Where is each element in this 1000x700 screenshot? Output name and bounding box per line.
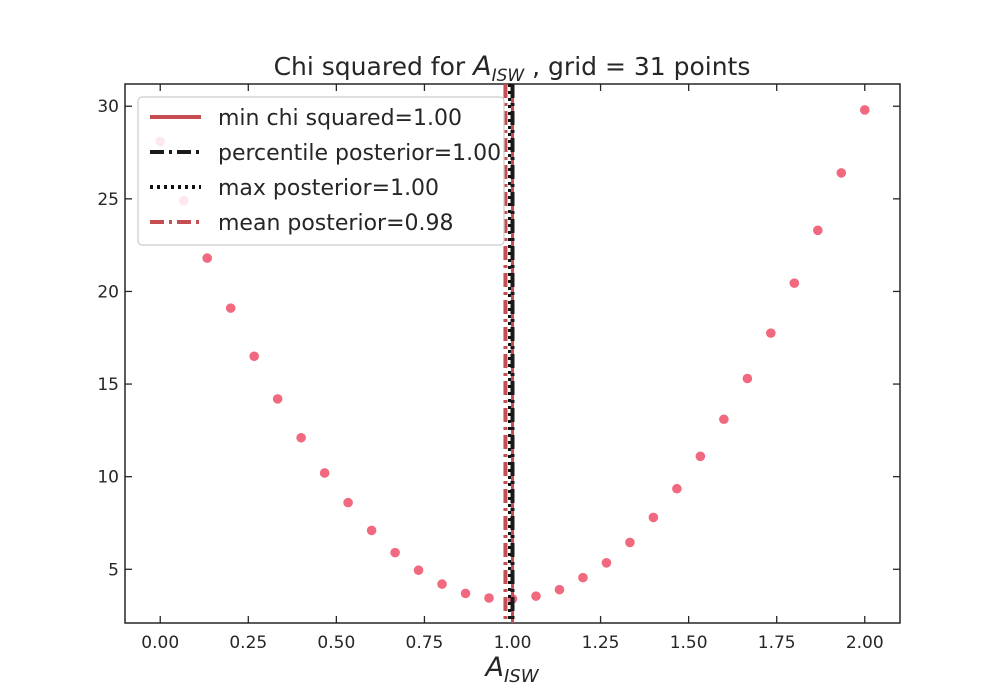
data-point — [625, 537, 635, 548]
x-tick-label: 1.25 — [582, 633, 620, 653]
legend-label: min chi squared=1.00 — [218, 106, 462, 131]
y-tick-label: 20 — [97, 282, 119, 302]
legend-box — [137, 96, 505, 246]
x-tick-label: 0.50 — [317, 633, 355, 653]
y-tick-label: 30 — [97, 97, 119, 117]
y-tick-label: 5 — [108, 560, 119, 580]
data-point — [672, 483, 682, 494]
y-tick-label: 10 — [97, 468, 119, 488]
x-tick-label: 0.75 — [406, 633, 444, 653]
data-point — [484, 593, 494, 603]
data-point — [766, 328, 776, 338]
x-tick-label: 1.50 — [670, 633, 708, 653]
x-tick-label: 2.00 — [846, 633, 884, 653]
chart-title: Chi squared for AISW , grid = 31 points — [274, 51, 751, 86]
data-point — [719, 414, 729, 425]
x-tick-label: 1.75 — [758, 633, 796, 653]
vertical-lines — [503, 84, 515, 623]
x-tick-label: 0.25 — [229, 633, 267, 653]
y-tick-label: 25 — [97, 190, 119, 210]
x-axis-label: AISW — [483, 652, 539, 687]
data-point — [742, 373, 753, 384]
data-point — [202, 253, 212, 263]
legend-label: mean posterior=0.98 — [218, 211, 454, 236]
data-point — [413, 565, 424, 576]
data-point — [225, 303, 236, 313]
data-point — [554, 584, 565, 595]
data-point — [813, 225, 823, 236]
data-point — [249, 351, 259, 362]
data-point — [859, 105, 870, 115]
data-point — [789, 278, 800, 288]
data-point — [648, 512, 659, 523]
data-point — [460, 588, 471, 599]
y-axis-ticks: 5 10 15 20 25 30 — [97, 97, 900, 580]
legend-label: max posterior=1.00 — [218, 176, 439, 201]
data-point — [531, 591, 541, 601]
data-point — [578, 572, 588, 583]
data-point — [390, 547, 400, 558]
data-point — [319, 468, 330, 478]
x-tick-label: 0.00 — [141, 633, 179, 653]
data-point — [695, 451, 706, 462]
data-point — [836, 168, 847, 178]
data-point — [601, 558, 612, 568]
data-point — [272, 394, 283, 404]
data-point — [343, 497, 353, 508]
data-point — [296, 432, 306, 443]
x-tick-label: 1.00 — [494, 633, 532, 653]
x-axis-ticks: 0.00 0.25 0.50 0.75 1.00 1.25 1.50 1.75 2.00 — [141, 84, 884, 653]
data-point — [366, 525, 377, 536]
legend-label: percentile posterior=1.00 — [218, 141, 501, 166]
legend: min chi squared=1.00 percentile posterior… — [137, 96, 505, 246]
y-tick-label: 15 — [97, 375, 119, 395]
data-point — [437, 579, 447, 589]
